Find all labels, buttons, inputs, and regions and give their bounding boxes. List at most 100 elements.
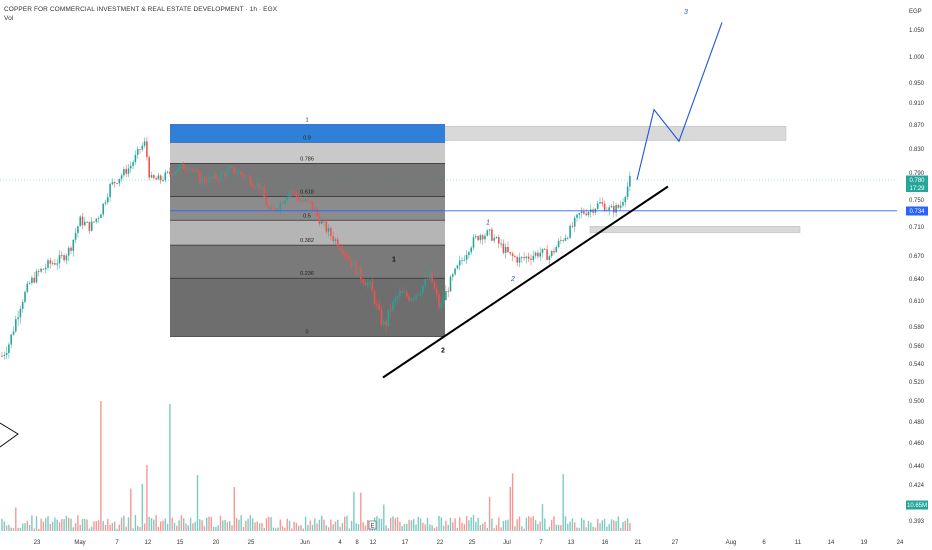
volume-bar (505, 520, 507, 531)
time-tick-label: 7 (115, 540, 119, 546)
candle-body (215, 174, 217, 180)
volume-bar (235, 517, 238, 531)
volume-bar (587, 520, 590, 531)
volume-bar (141, 483, 143, 531)
volume-bar (482, 523, 484, 531)
volume-bar (408, 519, 410, 531)
volume-bar (426, 517, 429, 531)
candle-body (3, 354, 6, 357)
time-tick-label: 7 (539, 540, 543, 546)
volume-bar (548, 526, 551, 531)
volume-bar (180, 515, 183, 531)
volume-bar (238, 519, 240, 531)
time-tick-label: Aug (726, 540, 737, 546)
candle-body (433, 282, 436, 289)
volume-bar (86, 519, 88, 531)
bar-countdown-badge: 17:29 (909, 186, 925, 192)
volume-bar (410, 520, 413, 531)
volume-bar (486, 528, 488, 531)
candle-body (518, 257, 521, 263)
volume-bar (247, 518, 249, 531)
volume-bar (130, 488, 132, 531)
volume-bar (472, 515, 475, 531)
candle-body (130, 165, 132, 169)
drawings: 1 2 3 1 2 E (0, 9, 897, 530)
volume-bar (81, 518, 84, 531)
volume-bar (523, 528, 525, 531)
candle-body (468, 252, 470, 256)
candle-body (555, 246, 558, 253)
candle-body (309, 200, 311, 202)
price-tick-label: 0.520 (909, 380, 925, 386)
volume-bar (544, 518, 546, 531)
volume-bar (353, 491, 355, 531)
volume-bar (362, 522, 364, 531)
volume-bar (194, 521, 196, 531)
time-tick-label: 14 (828, 540, 835, 546)
volume-bar (521, 526, 523, 531)
candle-body (369, 281, 371, 284)
volume-bar (222, 520, 224, 531)
volume-bar (309, 520, 311, 531)
candles (1, 137, 631, 360)
candle-body (516, 257, 518, 263)
volume-bar (597, 518, 599, 531)
volume-bar (413, 519, 415, 531)
volume-bar (341, 523, 344, 531)
event-marker: E (370, 524, 374, 530)
time-tick-label: 25 (469, 540, 476, 546)
volume-bar (367, 520, 369, 531)
candle-body (28, 283, 31, 284)
volume-bar (617, 516, 620, 531)
candle-body (38, 271, 40, 273)
candle-body (86, 221, 88, 223)
candle-body (357, 267, 360, 275)
currency-label: EGP (909, 9, 922, 15)
candle-body (585, 213, 587, 216)
candle-body (493, 238, 495, 241)
candle-body (65, 255, 68, 261)
level-price-badge-bg (906, 206, 928, 216)
fib-band (170, 220, 445, 246)
volume-bar (491, 518, 493, 531)
candle-body (228, 167, 231, 170)
candle-body (109, 184, 111, 198)
candle-body (477, 236, 479, 241)
candle-body (295, 192, 298, 197)
volume-bar (539, 521, 541, 531)
candle-body (143, 141, 146, 146)
candle-body (394, 298, 397, 302)
volume-bar (164, 518, 166, 531)
candle-body (463, 259, 466, 261)
volume-bar (436, 526, 438, 531)
candle-body (102, 203, 104, 215)
demand-zone (589, 226, 801, 234)
candle-body (447, 291, 449, 292)
candle-body (562, 240, 564, 241)
candle-body (567, 237, 569, 239)
candle-body (587, 212, 590, 216)
candle-body (521, 257, 523, 258)
volume-bar (465, 516, 468, 531)
volume-bar (28, 524, 31, 531)
candle-body (629, 175, 631, 187)
candle-body (415, 294, 417, 299)
candle-body (350, 259, 353, 267)
candle-body (578, 213, 581, 215)
volume-bar (528, 516, 530, 531)
candle-body (148, 157, 150, 178)
candle-body (373, 291, 376, 305)
volume-bar (61, 519, 63, 531)
candle-body (399, 291, 401, 297)
candle-body (79, 216, 81, 227)
volume-bar (567, 523, 569, 531)
candle-body (495, 237, 498, 239)
volume-bar (150, 518, 153, 531)
volume-bar (622, 522, 624, 531)
volume-bar (114, 521, 116, 531)
time-tick-label: 22 (437, 540, 444, 546)
candle-body (196, 169, 199, 173)
candle-body (247, 176, 249, 178)
candle-body (583, 211, 585, 214)
